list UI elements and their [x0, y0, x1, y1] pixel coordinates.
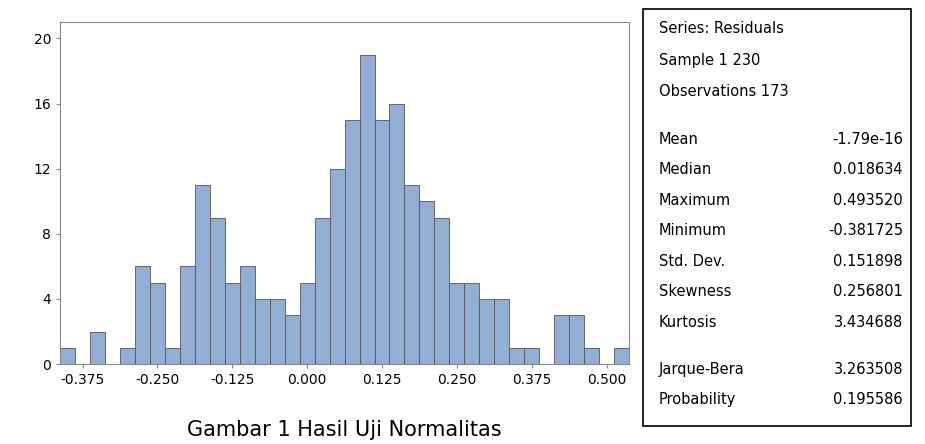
Bar	[240, 266, 254, 364]
Text: Median: Median	[659, 163, 712, 178]
Bar	[450, 283, 464, 364]
Bar	[524, 348, 539, 364]
Bar	[719, 348, 734, 364]
Text: Probability: Probability	[659, 392, 736, 408]
Bar	[210, 218, 225, 364]
Text: -1.79e-16: -1.79e-16	[832, 132, 903, 147]
Bar	[300, 283, 314, 364]
Bar	[344, 120, 360, 364]
Bar	[554, 315, 569, 364]
Bar	[270, 299, 285, 364]
Text: Minimum: Minimum	[659, 223, 727, 238]
Bar	[135, 266, 150, 364]
Bar	[510, 348, 524, 364]
Text: 0.493520: 0.493520	[833, 193, 903, 208]
Text: Sample 1 230: Sample 1 230	[659, 53, 760, 67]
Text: Gambar 1 Hasil Uji Normalitas: Gambar 1 Hasil Uji Normalitas	[187, 420, 502, 440]
Text: Observations 173: Observations 173	[659, 84, 789, 99]
Bar	[435, 218, 450, 364]
Text: 0.018634: 0.018634	[833, 163, 903, 178]
Text: 0.256801: 0.256801	[833, 284, 903, 299]
Bar	[120, 348, 135, 364]
Bar	[614, 348, 629, 364]
Text: Skewness: Skewness	[659, 284, 732, 299]
Bar	[644, 332, 659, 364]
Bar	[60, 348, 75, 364]
Bar	[150, 283, 165, 364]
Bar	[165, 348, 179, 364]
Bar	[419, 201, 435, 364]
Bar	[464, 283, 479, 364]
Bar	[360, 55, 375, 364]
Text: 0.195586: 0.195586	[833, 392, 903, 408]
Bar	[254, 299, 270, 364]
Text: 3.434688: 3.434688	[833, 315, 903, 330]
Bar	[314, 218, 329, 364]
Text: -0.381725: -0.381725	[828, 223, 903, 238]
Bar	[329, 169, 344, 364]
Bar	[494, 299, 510, 364]
Text: 3.263508: 3.263508	[833, 362, 903, 377]
Bar	[584, 348, 599, 364]
Text: Mean: Mean	[659, 132, 699, 147]
Bar	[285, 315, 300, 364]
Bar	[479, 299, 494, 364]
Bar	[389, 103, 404, 364]
Bar	[195, 185, 210, 364]
Bar	[674, 348, 689, 364]
Text: Std. Dev.: Std. Dev.	[659, 254, 725, 269]
Bar	[90, 332, 105, 364]
Bar	[225, 283, 240, 364]
Text: Kurtosis: Kurtosis	[659, 315, 718, 330]
Bar	[375, 120, 389, 364]
Text: Jarque-Bera: Jarque-Bera	[659, 362, 745, 377]
Text: Maximum: Maximum	[659, 193, 731, 208]
Bar	[179, 266, 195, 364]
Bar	[569, 315, 584, 364]
FancyBboxPatch shape	[643, 9, 911, 426]
Bar	[404, 185, 419, 364]
Text: Series: Residuals: Series: Residuals	[659, 21, 783, 36]
Text: 0.151898: 0.151898	[833, 254, 903, 269]
